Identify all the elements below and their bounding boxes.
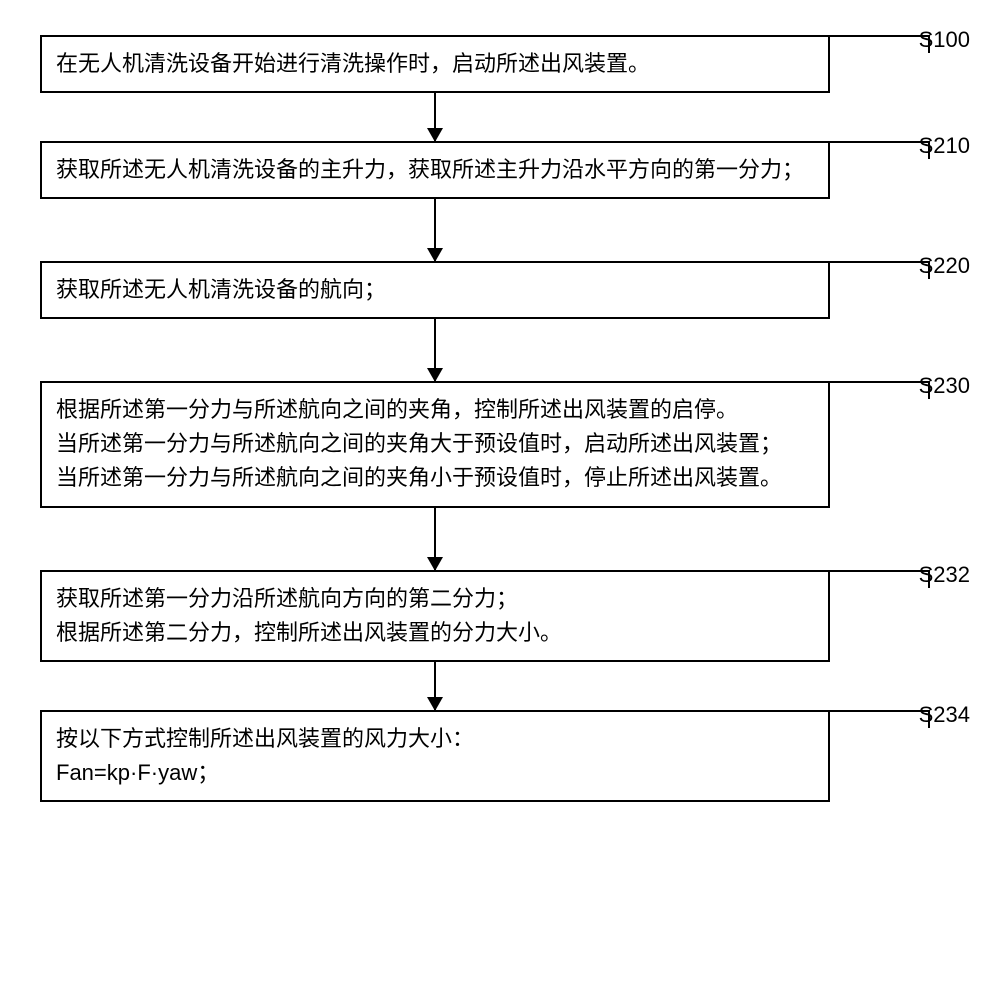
step-s100-row: 在无人机清洗设备开始进行清洗操作时，启动所述出风装置。 S100 xyxy=(40,35,960,93)
step-s234-text-2: Fan=kp·F·yaw； xyxy=(56,756,814,790)
step-s232-label: S232 xyxy=(919,562,970,588)
label-leader xyxy=(830,141,930,159)
arrow-after-s230 xyxy=(40,508,830,570)
step-s234-label: S234 xyxy=(919,702,970,728)
step-s210-text: 获取所述无人机清洗设备的主升力，获取所述主升力沿水平方向的第一分力； xyxy=(56,153,814,187)
label-leader xyxy=(830,35,930,53)
step-s232-row: 获取所述第一分力沿所述航向方向的第二分力； 根据所述第二分力，控制所述出风装置的… xyxy=(40,570,960,662)
step-s100-box: 在无人机清洗设备开始进行清洗操作时，启动所述出风装置。 xyxy=(40,35,830,93)
step-s220-box: 获取所述无人机清洗设备的航向； xyxy=(40,261,830,319)
step-s210-row: 获取所述无人机清洗设备的主升力，获取所述主升力沿水平方向的第一分力； S210 xyxy=(40,141,960,199)
step-s210-box: 获取所述无人机清洗设备的主升力，获取所述主升力沿水平方向的第一分力； xyxy=(40,141,830,199)
step-s234-row: 按以下方式控制所述出风装置的风力大小： Fan=kp·F·yaw； S234 xyxy=(40,710,960,802)
flowchart-container: 在无人机清洗设备开始进行清洗操作时，启动所述出风装置。 S100 获取所述无人机… xyxy=(40,35,960,802)
step-s100-text: 在无人机清洗设备开始进行清洗操作时，启动所述出风装置。 xyxy=(56,47,814,81)
step-s232-box: 获取所述第一分力沿所述航向方向的第二分力； 根据所述第二分力，控制所述出风装置的… xyxy=(40,570,830,662)
step-s232-text-1: 获取所述第一分力沿所述航向方向的第二分力； xyxy=(56,582,814,616)
step-s232-text-2: 根据所述第二分力，控制所述出风装置的分力大小。 xyxy=(56,616,814,650)
arrow-after-s232 xyxy=(40,662,830,710)
label-leader xyxy=(830,710,930,728)
step-s230-text-1: 根据所述第一分力与所述航向之间的夹角，控制所述出风装置的启停。 xyxy=(56,393,814,427)
step-s230-label: S230 xyxy=(919,373,970,399)
step-s220-text: 获取所述无人机清洗设备的航向； xyxy=(56,273,814,307)
label-leader xyxy=(830,261,930,279)
step-s220-row: 获取所述无人机清洗设备的航向； S220 xyxy=(40,261,960,319)
label-leader xyxy=(830,570,930,588)
step-s230-box: 根据所述第一分力与所述航向之间的夹角，控制所述出风装置的启停。 当所述第一分力与… xyxy=(40,381,830,507)
arrow-after-s220 xyxy=(40,319,830,381)
step-s230-row: 根据所述第一分力与所述航向之间的夹角，控制所述出风装置的启停。 当所述第一分力与… xyxy=(40,381,960,507)
label-leader xyxy=(830,381,930,399)
step-s234-text-1: 按以下方式控制所述出风装置的风力大小： xyxy=(56,722,814,756)
arrow-after-s210 xyxy=(40,199,830,261)
arrow-after-s100 xyxy=(40,93,830,141)
step-s220-label: S220 xyxy=(919,253,970,279)
step-s234-box: 按以下方式控制所述出风装置的风力大小： Fan=kp·F·yaw； xyxy=(40,710,830,802)
step-s210-label: S210 xyxy=(919,133,970,159)
step-s230-text-3: 当所述第一分力与所述航向之间的夹角小于预设值时，停止所述出风装置。 xyxy=(56,461,814,495)
step-s230-text-2: 当所述第一分力与所述航向之间的夹角大于预设值时，启动所述出风装置； xyxy=(56,427,814,461)
step-s100-label: S100 xyxy=(919,27,970,53)
